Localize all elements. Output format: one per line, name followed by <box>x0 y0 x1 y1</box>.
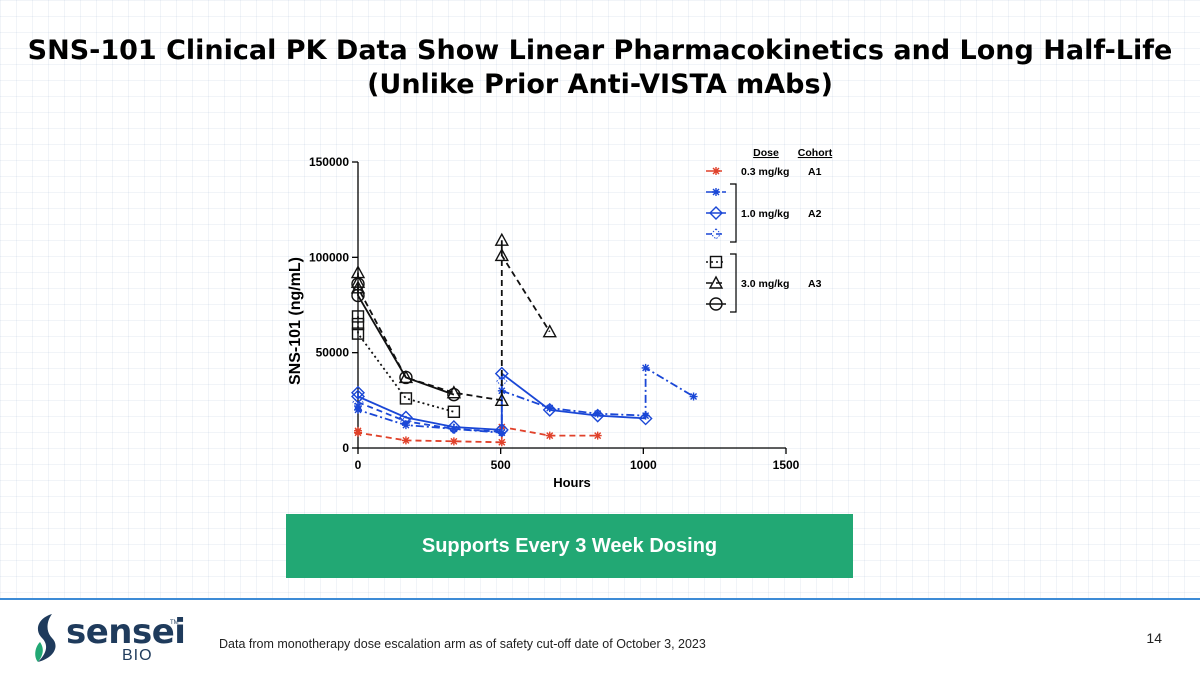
series-0-point <box>354 428 362 437</box>
series-1-point <box>545 403 554 412</box>
series-6-point <box>351 288 365 303</box>
series-2-point <box>590 408 605 423</box>
legend-bracket-2 <box>730 253 737 313</box>
series-2-point <box>446 420 461 435</box>
series-5-point <box>446 385 462 399</box>
logo-mark-icon <box>35 614 56 662</box>
legend-header-dose: Dose <box>753 147 779 159</box>
y-axis-label: SNS-101 (ng/mL) <box>287 257 304 385</box>
legend-marker-5 <box>708 275 724 289</box>
series-line-6 <box>357 284 455 396</box>
series-2-point <box>494 422 509 437</box>
legend-marker-4 <box>709 255 723 269</box>
y-tick-label: 100000 <box>309 250 349 264</box>
legend-dose-0: 0.3 mg/kg <box>741 166 789 178</box>
x-tick-label: 1500 <box>773 458 800 472</box>
footer <box>0 600 1200 675</box>
series-5-point <box>542 324 557 338</box>
legend-dose-2: 3.0 mg/kg <box>741 278 789 290</box>
x-tick-label: 1000 <box>630 458 657 472</box>
y-tick-label: 50000 <box>316 346 350 360</box>
series-6-point <box>447 387 461 402</box>
legend-cohort-0: A1 <box>808 166 822 178</box>
series-4-point <box>447 405 461 418</box>
series-line-5 <box>357 240 551 402</box>
chart-legend: Dose Cohort 0.3 mg/kg A1 1.0 mg/kg A2 3.0 mg/k… <box>706 147 833 313</box>
series-2-point <box>638 411 653 426</box>
slide-title-line2: (Unlike Prior Anti-VISTA mAbs) <box>367 69 833 100</box>
series-5-point <box>494 247 509 262</box>
sensei-bio-logo: sensei TM BIO <box>30 612 186 666</box>
x-axis-label: Hours <box>553 475 591 490</box>
dosing-banner: Supports Every 3 Week Dosing <box>286 514 853 578</box>
page-number: 14 <box>1146 630 1162 646</box>
series-2-point <box>542 402 557 417</box>
logo-bio: BIO <box>122 647 153 664</box>
series-2-point <box>398 410 413 425</box>
series-4-point <box>399 392 413 405</box>
legend-marker-2 <box>709 206 723 220</box>
legend-dose-1: 1.0 mg/kg <box>741 208 789 220</box>
series-0-point <box>593 431 602 440</box>
series-0-point <box>545 431 554 440</box>
series-2-point <box>494 366 509 381</box>
series-5-point <box>494 392 509 407</box>
legend-cohort-1: A2 <box>808 208 822 220</box>
series-line-0 <box>357 425 598 444</box>
series-1-point <box>401 421 410 430</box>
series-0-point <box>449 437 458 446</box>
y-tick-label: 150000 <box>309 155 349 169</box>
logo-trademark: TM <box>170 620 179 626</box>
series-4-point <box>351 327 365 340</box>
series-1-point <box>641 411 650 420</box>
dosing-banner-text: Supports Every 3 Week Dosing <box>421 534 718 557</box>
series-0-point <box>497 438 506 447</box>
legend-marker-6 <box>709 297 723 311</box>
legend-header-cohort: Cohort <box>798 147 833 159</box>
y-tick-label: 0 <box>342 441 349 455</box>
series-0-point <box>401 436 410 445</box>
series-1-point <box>497 428 506 437</box>
slide-title: SNS-101 Clinical PK Data Show Linear Pha… <box>0 34 1200 102</box>
slide-title-line1: SNS-101 Clinical PK Data Show Linear Pha… <box>27 35 1173 66</box>
series-4-point <box>351 310 365 323</box>
series-4-point <box>351 317 365 331</box>
footnote: Data from monotherapy dose escalation ar… <box>219 637 706 651</box>
x-tick-label: 0 <box>355 458 362 472</box>
footer-divider <box>0 598 1200 600</box>
series-5-point <box>494 232 509 246</box>
series-1-point <box>689 392 698 401</box>
series-1-point <box>641 363 650 372</box>
logo-word: sensei <box>66 612 186 652</box>
series-2-point <box>351 385 365 400</box>
series-5-point <box>398 369 414 384</box>
series-6-point <box>399 370 413 385</box>
x-tick-label: 500 <box>491 458 511 472</box>
legend-marker-0 <box>712 167 720 175</box>
legend-cohort-2: A3 <box>808 278 822 290</box>
series-1-point <box>593 409 602 418</box>
series-line-4 <box>357 316 455 413</box>
legend-bracket-1 <box>730 183 737 243</box>
legend-marker-1 <box>712 188 720 196</box>
series-1-point <box>354 405 362 414</box>
series-line-3 <box>357 381 503 433</box>
